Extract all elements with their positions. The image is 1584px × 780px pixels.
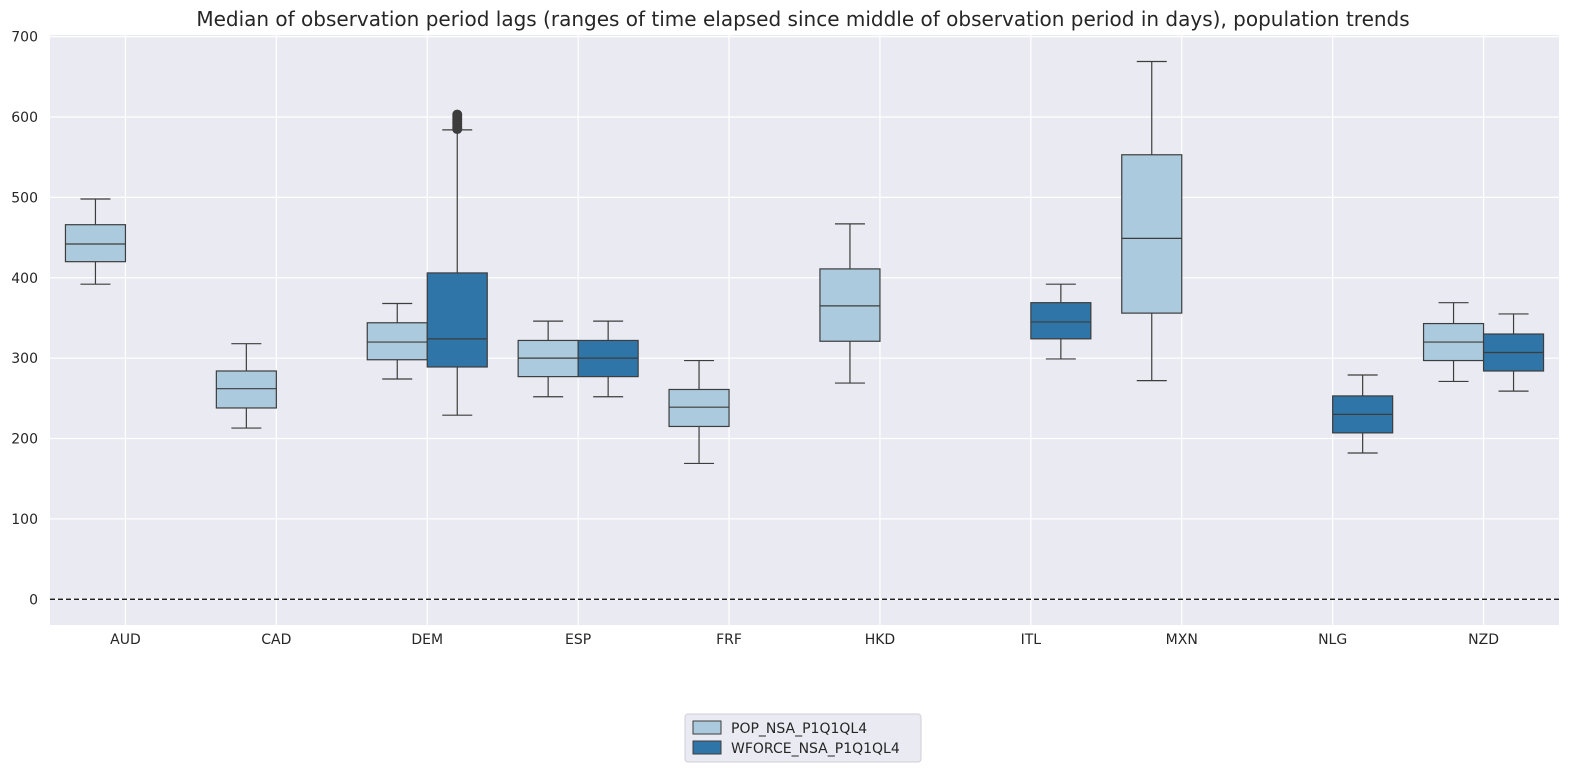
axis-labels: 0 100 200 300 400 500 600 700 AUD CAD DEM ESP FRF HKD… [11, 30, 1499, 648]
box-nzd-wforce_nsa_p1q1ql4 [1482, 313, 1545, 392]
legend-swatch [692, 720, 722, 735]
iqr-box [819, 268, 881, 342]
box-esp-pop_nsa_p1q1ql4 [517, 320, 579, 398]
legend-label: WFORCE_NSA_P1Q1QL4 [731, 741, 900, 757]
boxes [64, 60, 1545, 465]
y-tick-label: 300 [11, 351, 38, 367]
iqr-box [366, 322, 428, 361]
legend: POP_NSA_P1Q1QL4 WFORCE_NSA_P1Q1QL4 [684, 713, 922, 763]
iqr-box [426, 272, 488, 368]
iqr-box [215, 370, 277, 409]
box-esp-wforce_nsa_p1q1ql4 [577, 320, 639, 398]
outlier-point [452, 109, 463, 120]
x-tick-label: NZD [1468, 632, 1499, 648]
iqr-box [64, 224, 127, 263]
y-tick-label: 100 [11, 512, 38, 528]
box-itl-wforce_nsa_p1q1ql4 [1030, 283, 1092, 360]
box-mxn-pop_nsa_p1q1ql4 [1121, 60, 1183, 382]
y-tick-label: 700 [11, 30, 38, 46]
box-aud-pop_nsa_p1q1ql4 [64, 198, 127, 285]
box-frf-pop_nsa_p1q1ql4 [668, 359, 730, 465]
box-dem-pop_nsa_p1q1ql4 [366, 302, 428, 380]
x-tick-label: ITL [1021, 632, 1042, 648]
legend-swatch [692, 740, 722, 755]
legend-frame [684, 713, 922, 763]
box-nlg-wforce_nsa_p1q1ql4 [1332, 374, 1394, 454]
x-tick-label: HKD [865, 632, 896, 648]
box-hkd-pop_nsa_p1q1ql4 [819, 223, 881, 384]
x-tick-label: FRF [716, 632, 742, 648]
iqr-box [668, 388, 730, 428]
legend-label: POP_NSA_P1Q1QL4 [731, 721, 867, 737]
y-tick-label: 600 [11, 110, 38, 126]
x-tick-label: NLG [1318, 632, 1347, 648]
y-tick-label: 0 [29, 592, 38, 608]
plot-background [50, 35, 1559, 625]
y-tick-label: 400 [11, 271, 38, 287]
x-tick-label: DEM [411, 632, 443, 648]
box-cad-pop_nsa_p1q1ql4 [215, 343, 277, 429]
iqr-box [1121, 154, 1183, 314]
x-tick-label: AUD [110, 632, 141, 648]
iqr-box [1030, 302, 1092, 340]
x-tick-label: ESP [565, 632, 591, 648]
x-tick-label: MXN [1166, 632, 1198, 648]
chart-title: Median of observation period lags (range… [196, 7, 1409, 31]
x-tick-label: CAD [261, 632, 291, 648]
box-dem-wforce_nsa_p1q1ql4 [426, 109, 488, 416]
y-tick-label: 200 [11, 432, 38, 448]
y-tick-label: 500 [11, 190, 38, 206]
